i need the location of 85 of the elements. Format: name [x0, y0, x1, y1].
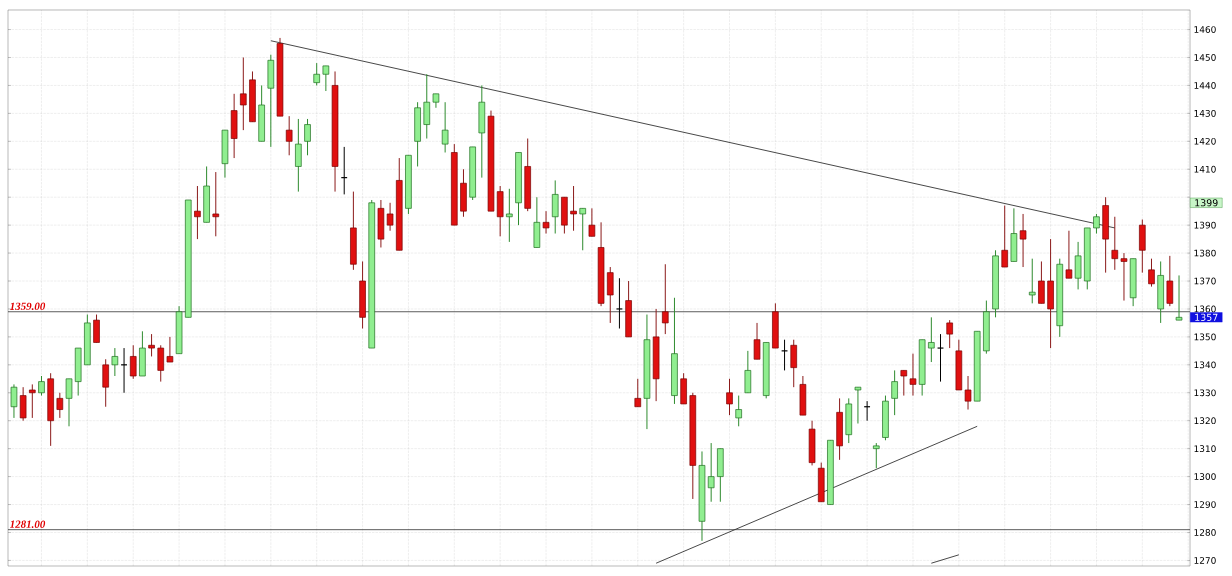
candlestick: [588, 207, 596, 237]
y-tick-label: 1460: [1194, 26, 1216, 33]
y-tick-label: 1350: [1194, 333, 1216, 341]
candlestick: [891, 369, 898, 416]
y-tick-label: 1390: [1194, 221, 1216, 229]
y-tick-label: 1300: [1194, 473, 1216, 480]
candlestick: [56, 392, 64, 419]
candlestick: [65, 378, 73, 427]
candlestick: [542, 210, 550, 235]
candlestick: [212, 171, 220, 237]
candlestick: [781, 339, 789, 371]
y-tick-label: 1340: [1194, 361, 1216, 369]
candlestick: [157, 344, 165, 383]
candlestick: [790, 339, 798, 388]
y-tick-label: 1360: [1194, 305, 1216, 313]
candlestick: [166, 336, 174, 363]
candlestick: [304, 118, 311, 156]
candlestick: [735, 395, 742, 427]
candlestick: [148, 333, 155, 357]
y-tick-label: 1370: [1194, 277, 1216, 285]
y-tick-label: 1440: [1194, 82, 1216, 89]
candlestick: [102, 358, 109, 408]
candlestick: [1166, 255, 1174, 307]
candlestick: [570, 185, 577, 232]
candlestick: [1111, 216, 1119, 271]
y-tick-label: 1330: [1194, 389, 1216, 397]
candlestick: [854, 386, 862, 425]
candlestick: [726, 378, 733, 416]
y-tick-label: 1320: [1194, 417, 1216, 425]
candlestick: [1038, 260, 1045, 304]
candlestick: [423, 73, 431, 140]
y-tick-label: 1310: [1194, 445, 1216, 453]
candlestick: [1028, 258, 1036, 304]
y-tick-label: 1280: [1194, 529, 1216, 536]
candlestick: [1065, 230, 1073, 279]
candlestick: [579, 207, 587, 251]
candlestick: [441, 101, 449, 153]
candlestick: [1093, 213, 1100, 235]
candlestick: [936, 333, 945, 383]
y-tick-label: 1420: [1194, 137, 1216, 145]
candlestick: [313, 62, 320, 86]
candlestick: [93, 314, 100, 343]
candlestick: [29, 383, 36, 419]
candlestick: [240, 56, 247, 131]
candlestick: [1074, 241, 1082, 290]
candlestick: [946, 319, 953, 349]
candlestick: [111, 347, 119, 377]
candlestick: [909, 353, 917, 397]
candlestick: [615, 277, 623, 330]
candlestick: [1148, 258, 1155, 288]
ref-line-label: 1359.00: [9, 302, 46, 311]
candlestick: [928, 316, 935, 363]
candlestick: [10, 383, 18, 419]
y-tick-label: 1380: [1194, 249, 1216, 257]
y-tick-label: 1290: [1194, 501, 1216, 508]
y-tick-label: 1270: [1194, 557, 1216, 564]
candlestick: [1120, 252, 1128, 302]
candlestick: [129, 344, 137, 380]
candlestick: [606, 266, 614, 324]
y-tick-label: 1410: [1194, 165, 1216, 173]
candlestick: [322, 65, 330, 92]
candlestick: [551, 179, 559, 235]
candlestick: [707, 442, 715, 503]
y-tick-label: 1430: [1194, 109, 1216, 117]
y-tick-label: 1450: [1194, 54, 1216, 61]
candlestick: [38, 375, 45, 397]
candlestick: [964, 375, 972, 411]
ref-line-label: 1281.00: [9, 520, 46, 528]
candlestick: [634, 378, 642, 408]
candlestick: [662, 263, 669, 335]
text: 1399: [1195, 199, 1218, 207]
candlestick: [19, 386, 27, 422]
candlestick: [1001, 205, 1008, 268]
candlestick: [295, 118, 302, 193]
candlestick: [900, 369, 908, 397]
text: 1357: [1195, 313, 1218, 321]
candlestick: [194, 185, 201, 240]
candlestick: [506, 188, 513, 243]
candlestick: [386, 202, 394, 232]
candlestick: [753, 322, 761, 360]
candlestick: [744, 350, 752, 394]
candlestick: [873, 442, 880, 469]
candlestick: [1175, 274, 1183, 321]
candlestick: [1019, 213, 1027, 268]
candlestick: [285, 115, 293, 156]
